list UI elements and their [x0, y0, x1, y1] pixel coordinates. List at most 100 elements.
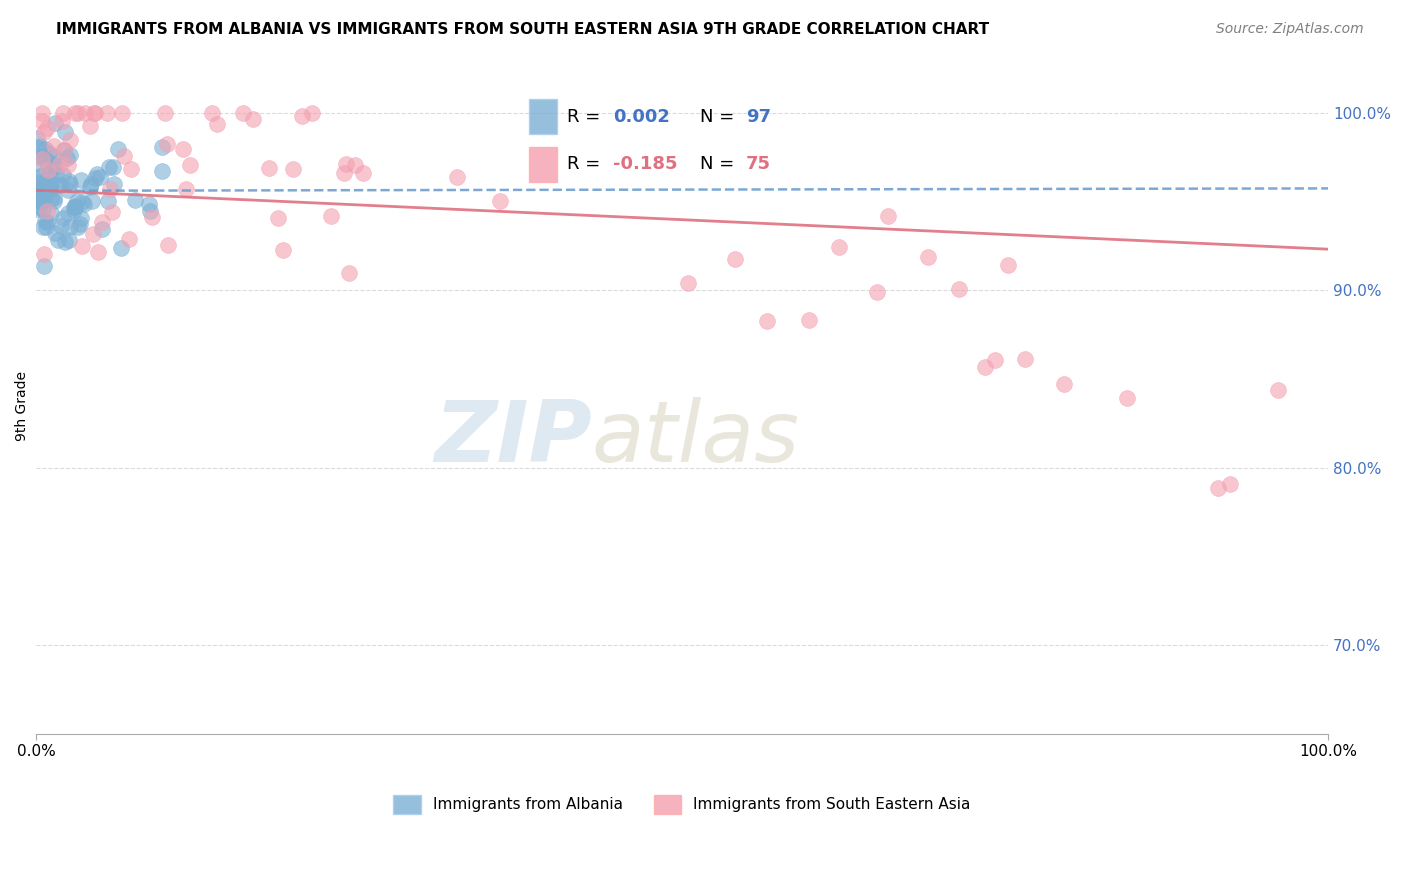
- Point: [31, 106, 53, 120]
- Point: [49, 219, 72, 233]
- Point: [49, 156, 72, 170]
- Point: [48, 233, 70, 247]
- Bar: [530, 146, 557, 181]
- Point: [1267, 383, 1289, 397]
- Point: [242, 112, 264, 126]
- Point: [98, 182, 121, 196]
- Point: [72, 194, 94, 209]
- Point: [66, 194, 89, 208]
- Point: [1208, 481, 1230, 495]
- Point: [66, 219, 89, 234]
- Point: [31, 194, 53, 209]
- Point: [56, 151, 79, 165]
- Point: [37, 121, 59, 136]
- Point: [27, 176, 49, 190]
- Point: [35, 204, 58, 219]
- Point: [32, 247, 55, 261]
- Point: [31, 152, 53, 166]
- Point: [31, 185, 53, 199]
- Point: [25, 131, 48, 145]
- Point: [69, 211, 91, 226]
- Point: [337, 266, 360, 280]
- Y-axis label: 9th Grade: 9th Grade: [15, 371, 30, 441]
- Point: [62, 203, 84, 218]
- Text: IMMIGRANTS FROM ALBANIA VS IMMIGRANTS FROM SOUTH EASTERN ASIA 9TH GRADE CORRELAT: IMMIGRANTS FROM ALBANIA VS IMMIGRANTS FR…: [56, 22, 990, 37]
- Point: [42, 157, 65, 171]
- Point: [59, 133, 82, 147]
- Point: [28, 188, 51, 202]
- Point: [301, 106, 323, 120]
- Point: [97, 194, 120, 208]
- Point: [42, 191, 65, 205]
- Point: [172, 141, 194, 155]
- Point: [30, 169, 52, 183]
- Point: [333, 166, 356, 180]
- Point: [35, 215, 58, 229]
- Text: N =: N =: [700, 155, 740, 173]
- Point: [724, 252, 747, 266]
- Point: [124, 193, 146, 207]
- Point: [30, 191, 52, 205]
- Point: [344, 158, 367, 172]
- Point: [27, 190, 49, 204]
- Point: [56, 183, 79, 197]
- Point: [828, 240, 851, 254]
- Point: [42, 150, 65, 164]
- Point: [53, 126, 76, 140]
- Point: [152, 139, 174, 153]
- Point: [39, 206, 62, 220]
- Point: [32, 220, 55, 235]
- Point: [80, 177, 103, 191]
- Point: [89, 169, 111, 184]
- Point: [141, 210, 163, 224]
- Point: [63, 199, 86, 213]
- Point: [75, 106, 97, 120]
- Point: [84, 170, 107, 185]
- Point: [37, 163, 59, 178]
- Point: [34, 189, 56, 203]
- Point: [58, 205, 80, 219]
- Point: [63, 201, 86, 215]
- Point: [25, 171, 48, 186]
- Legend: Immigrants from Albania, Immigrants from South Eastern Asia: Immigrants from Albania, Immigrants from…: [385, 788, 979, 822]
- Point: [44, 194, 66, 208]
- Point: [79, 180, 101, 194]
- Point: [257, 161, 280, 175]
- Point: [112, 149, 135, 163]
- Point: [107, 142, 129, 156]
- Point: [59, 177, 82, 191]
- Point: [52, 106, 75, 120]
- Text: -0.185: -0.185: [613, 155, 678, 173]
- Point: [34, 125, 56, 139]
- Text: 97: 97: [747, 108, 770, 126]
- Point: [84, 106, 107, 120]
- Point: [63, 106, 86, 120]
- Point: [917, 250, 939, 264]
- Point: [52, 143, 75, 157]
- Point: [319, 209, 342, 223]
- Point: [156, 136, 179, 151]
- Point: [70, 173, 93, 187]
- Point: [31, 176, 53, 190]
- Point: [352, 166, 374, 180]
- Point: [53, 235, 76, 250]
- Point: [32, 184, 55, 198]
- Point: [103, 177, 125, 191]
- Point: [37, 158, 59, 172]
- Point: [32, 178, 55, 192]
- Point: [153, 106, 176, 120]
- Point: [120, 161, 142, 176]
- Bar: [530, 99, 557, 135]
- Point: [25, 202, 48, 216]
- Point: [291, 109, 314, 123]
- Text: Source: ZipAtlas.com: Source: ZipAtlas.com: [1216, 22, 1364, 37]
- Point: [983, 353, 1005, 368]
- Text: N =: N =: [700, 108, 740, 126]
- Point: [83, 106, 105, 120]
- Point: [49, 178, 72, 193]
- Point: [91, 222, 114, 236]
- Point: [59, 148, 82, 162]
- Point: [207, 117, 229, 131]
- Point: [110, 241, 132, 255]
- Point: [335, 157, 357, 171]
